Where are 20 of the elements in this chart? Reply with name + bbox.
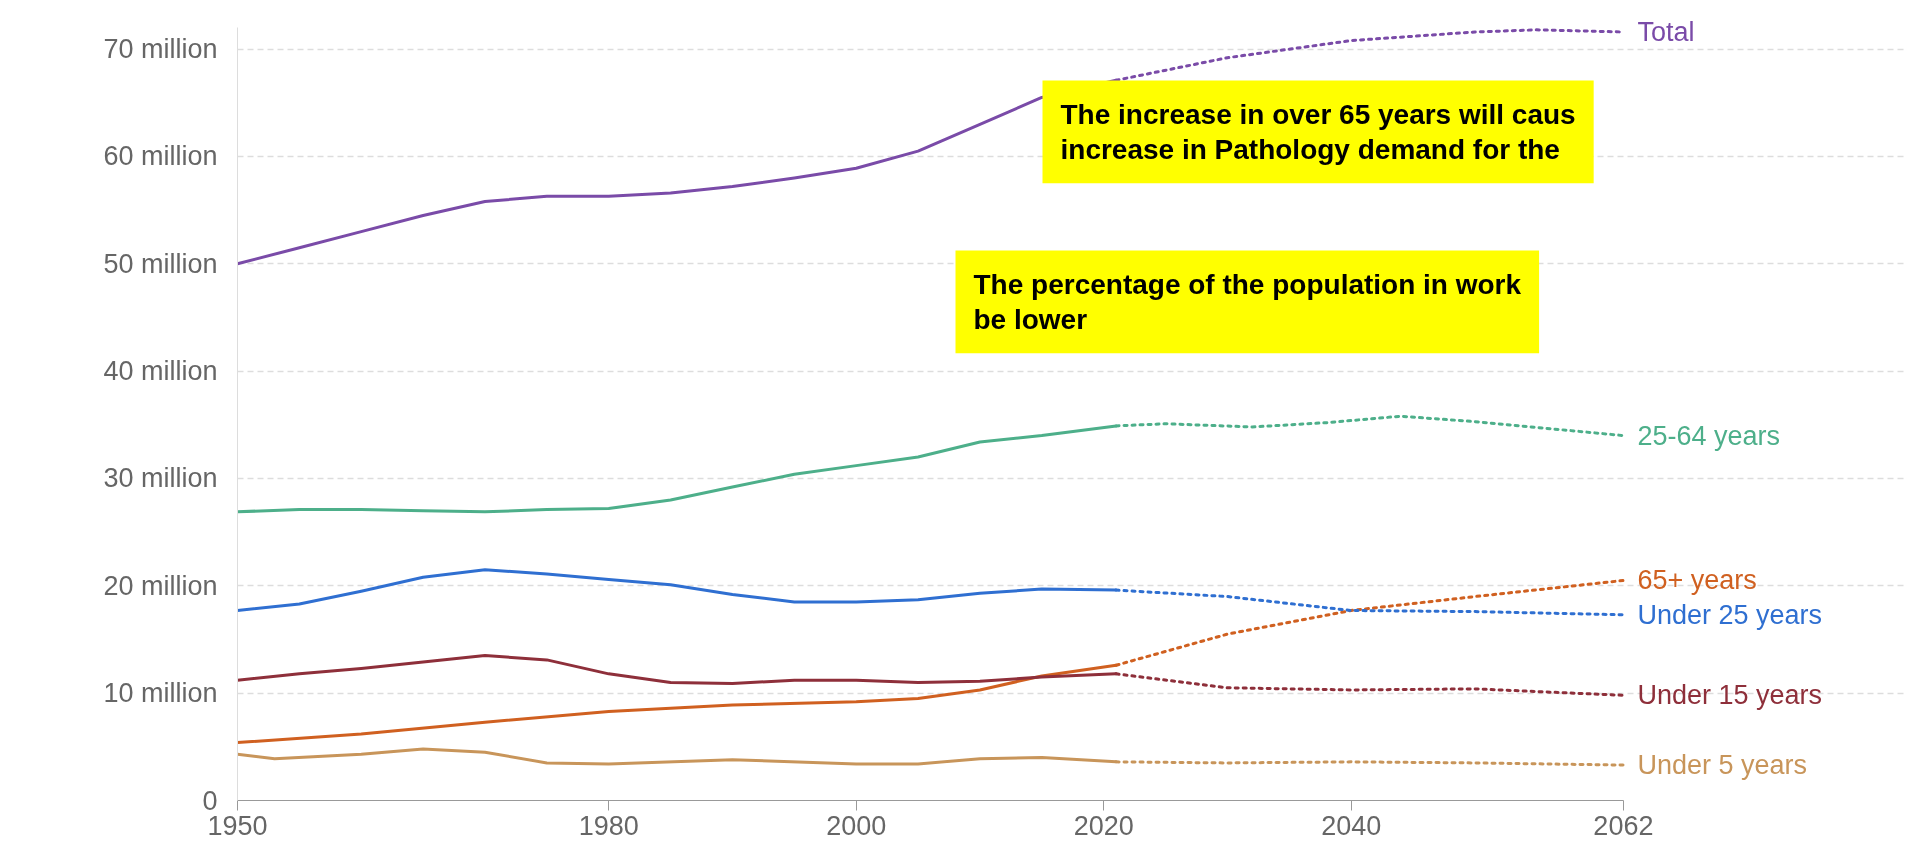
y-tick-label: 20 million bbox=[103, 570, 218, 601]
annotation: The percentage of the population in work be lower bbox=[973, 268, 1522, 336]
series-label: Total bbox=[1637, 16, 1695, 47]
annotation: The increase in over 65 years will caus increase in Pathology demand for the bbox=[1060, 98, 1576, 166]
x-tick-label: 2040 bbox=[1321, 810, 1382, 841]
series-label: 65+ years bbox=[1637, 565, 1757, 596]
series-label: Under 15 years bbox=[1637, 680, 1822, 711]
series-label: 25-64 years bbox=[1637, 420, 1780, 451]
y-tick-label: 50 million bbox=[103, 248, 218, 279]
y-tick-label: 10 million bbox=[103, 678, 218, 709]
y-tick-label: 60 million bbox=[103, 141, 218, 172]
x-tick-label: 2062 bbox=[1593, 810, 1654, 841]
x-tick-label: 2020 bbox=[1073, 810, 1134, 841]
y-tick-label: 40 million bbox=[103, 356, 218, 387]
y-tick-label: 70 million bbox=[103, 34, 218, 65]
series-label: Under 25 years bbox=[1637, 599, 1822, 630]
series-label: Under 5 years bbox=[1637, 750, 1807, 781]
x-tick-label: 2000 bbox=[826, 810, 887, 841]
y-tick-label: 30 million bbox=[103, 463, 218, 494]
x-tick-label: 1980 bbox=[578, 810, 639, 841]
